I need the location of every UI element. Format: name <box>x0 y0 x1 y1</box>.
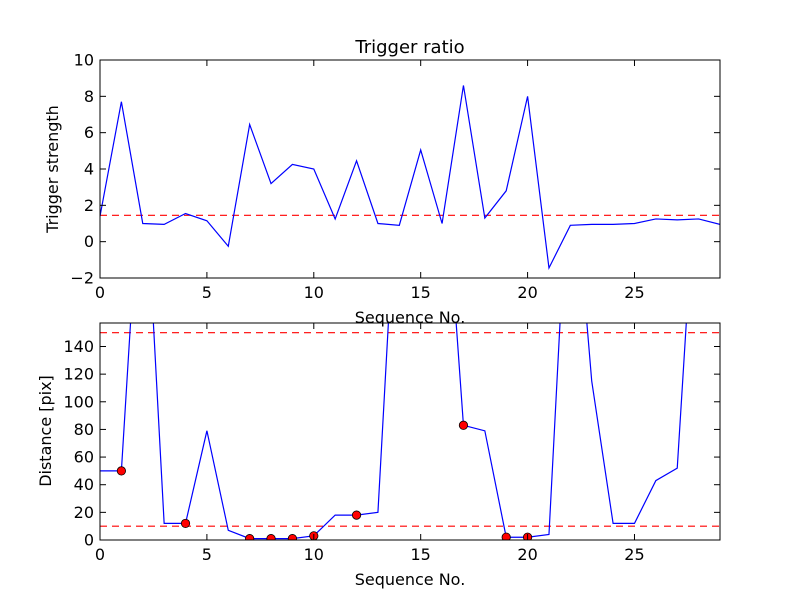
chart-bottom-x-axis-label: Sequence No. <box>355 570 466 589</box>
chart-top-x-tick-label: 25 <box>624 283 644 302</box>
chart-bottom-y-tick-label: 40 <box>74 475 94 494</box>
chart-top-y-tick-label: 0 <box>84 232 94 251</box>
chart-top-y-tick-label: 10 <box>74 51 94 70</box>
chart-top-y-axis-label: Trigger strength <box>43 105 62 234</box>
chart-bottom-y-tick-label: 60 <box>74 448 94 467</box>
chart-bottom-marker-point <box>245 534 255 540</box>
chart-bottom-x-tick-label: 5 <box>202 545 212 564</box>
chart-bottom-marker-point <box>266 534 276 540</box>
chart-bottom-y-axis-label: Distance [pix] <box>36 375 55 487</box>
chart-top-x-axis-label: Sequence No. <box>355 308 466 327</box>
chart-top-x-ticks: 0 5 10 15 20 25 <box>95 60 645 302</box>
chart-bottom-y-tick-label: 100 <box>63 392 94 411</box>
chart-bottom-y-tick-label: 20 <box>74 503 94 522</box>
chart-top-x-tick-label: 20 <box>517 283 537 302</box>
chart-top-y-tick-label: −2 <box>70 269 94 288</box>
chart-bottom-x-tick-label: 15 <box>411 545 431 564</box>
chart-top-title: Trigger ratio <box>354 37 464 58</box>
chart-bottom-marker-point <box>180 518 191 529</box>
chart-top-x-tick-label: 10 <box>304 283 324 302</box>
chart-bottom-y-tick-label: 0 <box>84 531 94 550</box>
chart-bottom-y-tick-label: 120 <box>63 365 94 384</box>
chart-top-y-tick-label: 8 <box>84 87 94 106</box>
chart-bottom-marker-point <box>287 534 298 540</box>
chart-bottom-x-tick-label: 0 <box>95 545 105 564</box>
chart-bottom: 0 5 10 15 20 25 0 20 40 60 80 100 120 140 Sequence N… <box>36 322 721 589</box>
chart-top-y-tick-label: 6 <box>84 123 94 142</box>
chart-bottom-marker-point <box>351 510 362 520</box>
chart-top-y-ticks: −2 0 2 4 6 8 10 <box>70 51 720 288</box>
chart-bottom-frame <box>99 322 721 541</box>
chart-bottom-plot-area <box>100 323 720 540</box>
chart-top-frame <box>99 59 721 279</box>
chart-bottom-x-ticks: 0 5 10 15 20 25 <box>95 323 645 564</box>
chart-bottom-series-line <box>100 323 687 540</box>
chart-bottom-marker-point <box>116 466 126 476</box>
chart-top-series-line <box>100 85 720 271</box>
chart-bottom-marker-point <box>458 420 469 430</box>
chart-bottom-marker-point <box>501 532 511 540</box>
chart-top-x-tick-label: 5 <box>202 283 212 302</box>
chart-bottom-x-tick-label: 25 <box>624 545 644 564</box>
chart-bottom-x-tick-label: 10 <box>304 545 324 564</box>
chart-bottom-y-ticks: 0 20 40 60 80 100 120 140 <box>63 337 720 550</box>
chart-top-plot-area <box>100 85 720 271</box>
chart-top-y-tick-label: 2 <box>84 196 94 215</box>
chart-top-y-tick-label: 4 <box>84 160 94 179</box>
chart-top-x-tick-label: 0 <box>95 283 105 302</box>
chart-bottom-y-tick-label: 80 <box>74 420 94 439</box>
chart-bottom-y-tick-label: 140 <box>63 337 94 356</box>
chart-bottom-x-tick-label: 20 <box>517 545 537 564</box>
chart-top-x-tick-label: 15 <box>411 283 431 302</box>
